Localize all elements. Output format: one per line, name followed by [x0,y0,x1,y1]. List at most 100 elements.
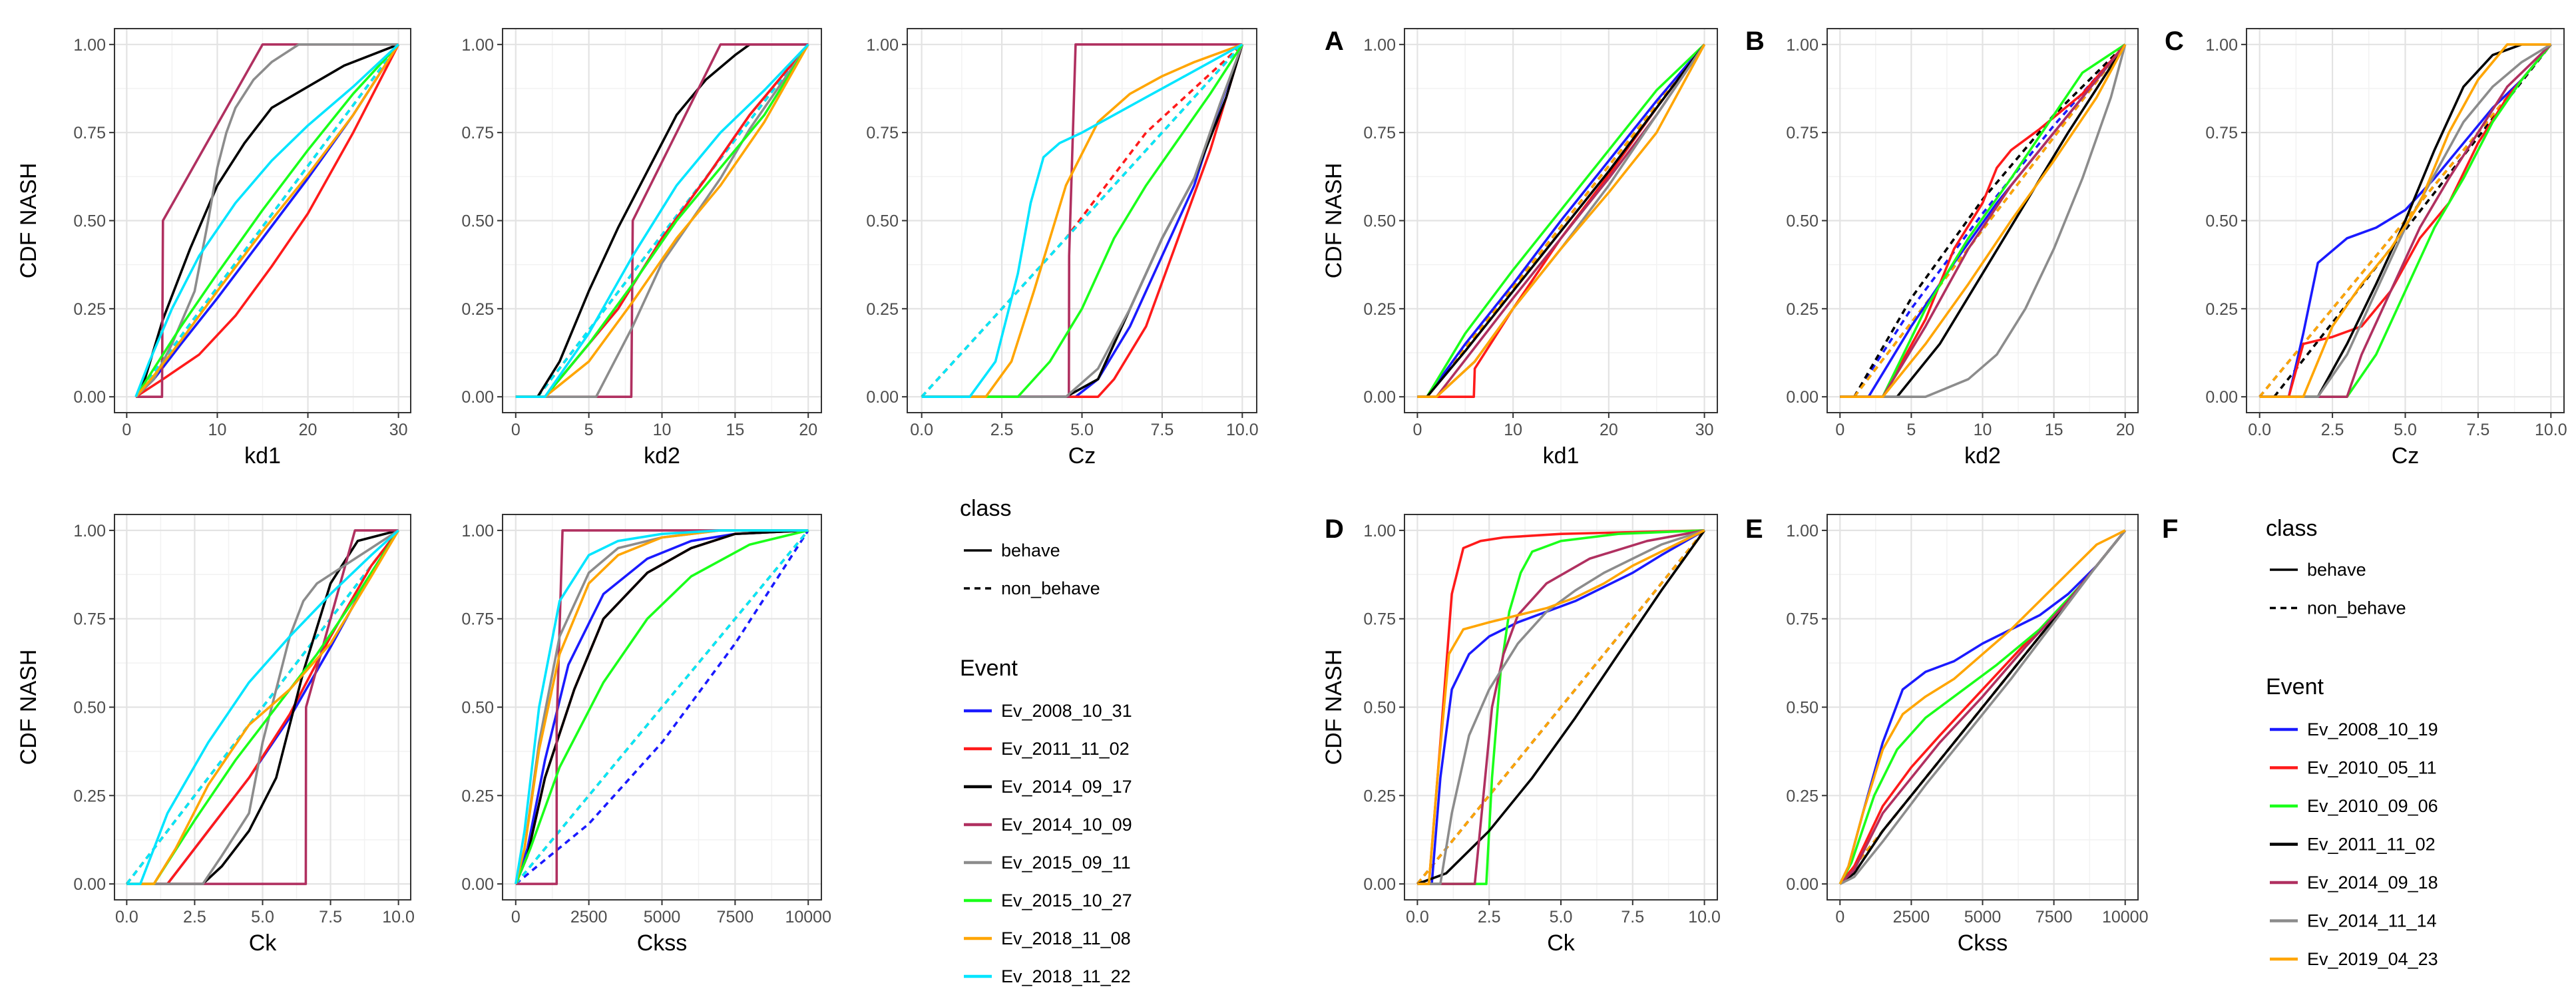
series-line-ev-2019-04-23-behave [1417,43,1706,399]
x-axis-title: Ckss [637,930,688,956]
x-tick-label: 0.0 [910,421,933,439]
chart-panel-l4: 0.0 2.5 5.0 7.5 10.0 0.00 0.25 0.50 0.75 1.00 Ck CD… [16,514,415,956]
x-tick-label: 5.0 [2394,421,2417,439]
series-line-ev-2019-04-23-behave [1417,529,1705,885]
series-line-ev-2019-04-23-behave [1838,529,2126,885]
series-line-ev-2014-09-17-behave [134,43,399,398]
series-line-ev-2018-11-08-behave [921,43,1243,399]
x-tick-label: 10 [208,421,227,439]
x-tick-label: 2500 [1893,908,1930,926]
y-tick-label: 1.00 [1786,36,1819,55]
legend-label-ev-2018-11-22: Ev_2018_11_22 [1001,966,1131,986]
x-tick-label: 0.0 [2248,421,2271,439]
series-line-ev-2008-10-31-non-behave [515,529,809,885]
y-tick-label: 0.50 [1363,699,1396,717]
series-line-ev-2014-09-18-behave [2259,43,2552,399]
series-line-ev-2018-11-22-behave [134,43,399,397]
y-tick-label: 0.75 [1786,124,1819,142]
y-tick-label: 0.25 [73,300,106,319]
y-tick-label: 0.50 [73,699,106,717]
y-tick-label: 0.50 [1786,212,1819,231]
legends-layer: class behave non_behave Event Ev_2008_10_31 E… [960,496,2438,986]
x-axis-title: kd2 [644,443,680,469]
x-tick-label: 5000 [1964,908,2002,926]
y-axis-title: CDF NASH [1321,163,1347,279]
x-tick-label: 7.5 [1151,421,1174,439]
series-line-ev-2018-11-08-behave [515,43,809,399]
x-tick-label: 2.5 [183,908,206,926]
x-tick-label: 10000 [2102,908,2149,926]
series-line-ev-2019-04-23-behave [1840,43,2127,399]
x-tick-label: 2500 [570,908,608,926]
y-tick-label: 0.75 [461,124,494,142]
legend-label-ev-2014-10-09: Ev_2014_10_09 [1001,815,1132,835]
x-tick-label: 10.0 [382,908,415,926]
x-tick-label: 0.0 [115,908,138,926]
series-line-ev-2010-09-06-behave [1417,43,1705,399]
x-tick-label: 0 [1412,421,1422,439]
legend-label-ev-2008-10-31: Ev_2008_10_31 [1001,701,1132,721]
x-tick-label: 10 [1504,421,1522,439]
y-tick-label: 0.50 [461,212,494,231]
x-tick-label: 5.0 [1070,421,1094,439]
y-tick-label: 0.25 [1786,787,1819,805]
x-tick-label: 5 [584,421,594,439]
legend-label-ev-2010-09-06: Ev_2010_09_06 [2307,796,2438,816]
y-tick-label: 0.75 [1363,610,1396,629]
y-tick-label: 0.75 [73,610,106,629]
x-tick-label: 10 [653,421,672,439]
y-tick-label: 0.25 [73,787,106,805]
x-tick-label: 5000 [644,908,681,926]
legend-label-behave: behave [2307,560,2366,580]
series-line-ev-2015-09-11-behave [921,44,1243,399]
series-line-ev-2018-11-22-non-behave [515,529,809,885]
x-tick-label: 10.0 [1688,908,1721,926]
y-tick-label: 1.00 [461,522,494,540]
x-tick-label: 2.5 [990,421,1014,439]
y-tick-label: 0.25 [461,300,494,319]
panel-label-c: C [2165,27,2184,56]
x-tick-label: 0 [1835,421,1844,439]
y-tick-label: 0.50 [1786,699,1819,717]
chart-panel-r5: 0 2500 5000 7500 10000 0.00 0.25 0.50 0.75 1.00 Ck… [1745,514,2148,956]
series-line-ev-2008-10-19-behave [1417,529,1705,885]
chart-panel-l1: 0 10 20 30 0.00 0.25 0.50 0.75 1.00 kd1 CDF NASH [16,28,411,469]
x-tick-label: 10.0 [1226,421,1259,439]
x-tick-label: 15 [2045,421,2063,439]
series-line-ev-2011-11-02-behave [135,43,400,398]
series-line-ev-2015-09-11-behave [134,43,399,398]
series-line-ev-2014-09-17-behave [515,529,809,885]
series-line-ev-2014-10-09-behave [515,529,809,885]
chart-panel-l3: 0.0 2.5 5.0 7.5 10.0 0.00 0.25 0.50 0.75 1.00 Cz [866,28,1259,469]
y-tick-label: 0.50 [866,212,899,231]
x-tick-label: 15 [726,421,744,439]
chart-panel-r3: 0.0 2.5 5.0 7.5 10.0 0.00 0.25 0.50 0.75 1.00 Cz C [2165,27,2567,469]
x-tick-label: 0 [511,908,521,926]
y-tick-label: 0.00 [73,875,106,894]
series-line-ev-2014-09-17-behave [515,43,809,399]
y-tick-label: 0.00 [2205,388,2238,407]
y-tick-label: 0.00 [461,875,494,894]
y-tick-label: 1.00 [2205,36,2238,55]
legend-event-title: Event [2266,674,2324,700]
legend-label-behave: behave [1001,540,1060,560]
x-tick-label: 0.0 [1406,908,1429,926]
series-line-ev-2015-10-27-behave [921,43,1243,399]
legend-label-ev-2015-09-11: Ev_2015_09_11 [1001,853,1131,873]
y-tick-label: 0.50 [73,212,106,231]
y-tick-label: 0.00 [461,388,494,407]
x-tick-label: 20 [799,421,817,439]
x-tick-label: 0 [122,421,131,439]
y-tick-label: 0.75 [1363,124,1396,142]
legend-label-ev-2011-11-02: Ev_2011_11_02 [2307,835,2436,855]
y-tick-label: 0.25 [1363,300,1396,319]
y-tick-label: 0.75 [866,124,899,142]
series-line-ev-2015-10-27-behave [515,529,809,885]
y-axis-title: CDF NASH [16,650,41,765]
y-tick-label: 0.75 [73,124,106,142]
x-tick-label: 7.5 [319,908,342,926]
series-line-ev-2010-09-06-behave [1840,43,2126,399]
panel-label-d: D [1325,514,1344,544]
series-line-ev-2018-11-08-behave [126,529,400,885]
